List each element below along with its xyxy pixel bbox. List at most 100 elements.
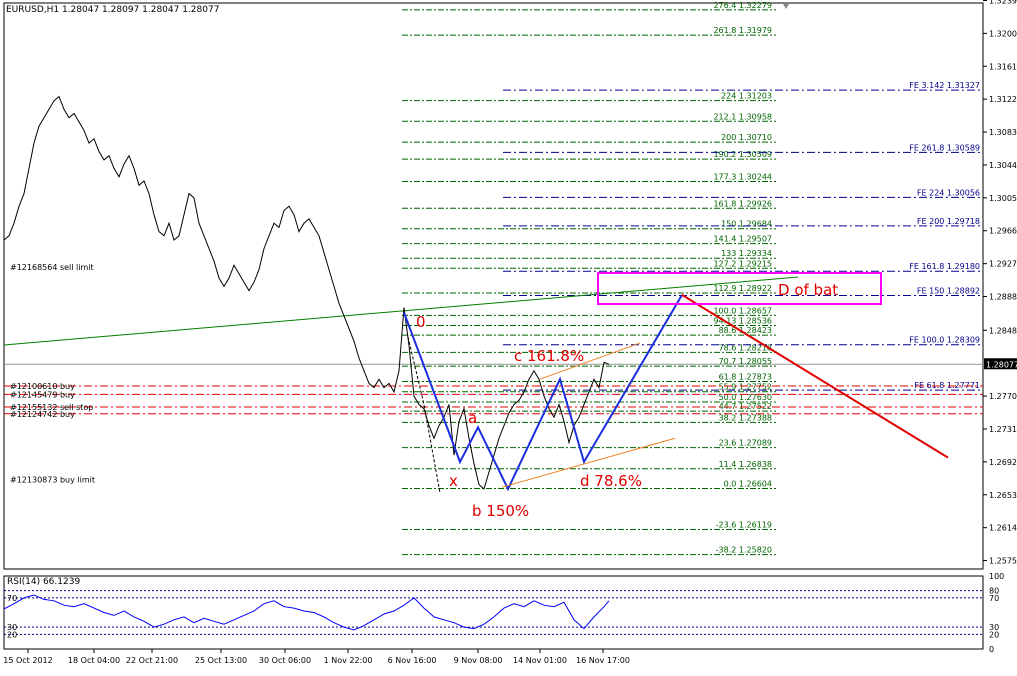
rsi-level-label: 30	[989, 623, 999, 632]
rsi-level-label: 80	[989, 587, 999, 596]
rsi-level-label: 70	[989, 594, 999, 603]
rsi-left-label: 30	[7, 623, 17, 632]
fe-level-label: FE 161.8 1.29180	[909, 262, 980, 271]
fib-level-label: 177.3 1.30244	[713, 172, 772, 181]
fe-level-label: FE 261.8 1.30589	[909, 143, 980, 152]
rsi-left-label: 20	[7, 630, 17, 639]
order-label: #12145479 buy	[10, 390, 75, 399]
fib-level-label: 61.8 1.27873	[719, 372, 772, 381]
fib-level-label: 212.1 1.30958	[713, 112, 772, 121]
pattern-point-label: x	[449, 472, 458, 490]
fe-level-label: FE 61.8 1.27771	[914, 381, 980, 390]
x-tick-label: 22 Oct 21:00	[126, 656, 178, 665]
rsi-level-label: 0	[989, 645, 994, 654]
y-tick-label: 1.30830	[989, 128, 1017, 137]
channel-lower-line	[501, 437, 676, 488]
x-tick-label: 25 Oct 13:00	[195, 656, 247, 665]
fib-level-label: 133 1.29334	[721, 249, 772, 258]
d-zone-box	[597, 272, 882, 305]
y-tick-label: 1.29660	[989, 227, 1017, 236]
y-tick-label: 1.32000	[989, 29, 1017, 38]
fib-level-label: 190.2 1.30509	[713, 150, 772, 159]
fib-level-label: 94.13 1.28536	[713, 317, 772, 326]
y-tick-label: 1.27310	[989, 425, 1017, 434]
x-tick-label: 6 Nov 16:00	[388, 656, 437, 665]
fe-level-label: FE 150 1.28892	[917, 287, 980, 296]
rsi-series-line	[3, 594, 610, 631]
fib-level-label: -23.6 1.26119	[716, 520, 772, 529]
bat-pattern-line	[403, 294, 683, 492]
rsi-left-label: 70	[7, 594, 17, 603]
x-tick-label: 30 Oct 06:00	[259, 656, 311, 665]
channel-upper-line	[539, 342, 641, 380]
fib-level-label: 70.7 1.28055	[719, 357, 772, 366]
pattern-point-label: d 78.6%	[580, 472, 642, 490]
fib-level-label: 78.6 1.28218	[719, 343, 772, 352]
fe-level-label: FE 200 1.29718	[917, 217, 980, 226]
order-label: #12168564 sell limit	[10, 263, 94, 272]
y-tick-label: 1.29270	[989, 260, 1017, 269]
fib-level-label: 50.0 1.27630	[719, 393, 772, 402]
x-tick-label: 1 Nov 22:00	[324, 656, 373, 665]
pattern-point-label: c 161.8%	[514, 347, 584, 365]
order-label: #12130873 buy limit	[10, 476, 95, 485]
fib-level-label: 261.8 1.31979	[713, 26, 772, 35]
y-tick-label: 1.26530	[989, 491, 1017, 500]
y-tick-label: 1.26920	[989, 458, 1017, 467]
pattern-point-label: a	[468, 409, 477, 427]
order-label: #12155132 sell stop	[10, 403, 93, 412]
fib-level-label: 161.8 1.29926	[713, 199, 772, 208]
fib-level-label: 200 1.30710	[721, 133, 772, 142]
x-tick-label: 15 Oct 2012	[3, 656, 52, 665]
y-tick-label: 1.31220	[989, 95, 1017, 104]
fib-level-label: 100.0 1.28657	[713, 306, 772, 315]
fib-level-label: 11.4 1.26838	[719, 460, 772, 469]
y-tick-label: 1.31610	[989, 62, 1017, 71]
pattern-point-label: b 150%	[472, 502, 529, 520]
x-tick-label: 9 Nov 08:00	[454, 656, 503, 665]
y-tick-label: 1.26140	[989, 524, 1017, 533]
fib-level-label: 127.2 1.29215	[713, 259, 772, 268]
fib-level-label: 88.6 1.28423	[719, 326, 772, 335]
x-tick-label: 18 Oct 04:00	[68, 656, 120, 665]
y-tick-label: 1.30440	[989, 161, 1017, 170]
rsi-level-label: 20	[989, 630, 999, 639]
fe-level-label: FE 224 1.30056	[917, 188, 980, 197]
order-label: #12124742 buy	[10, 410, 75, 419]
x-tick-label: 14 Nov 01:00	[513, 656, 567, 665]
current-price-tag	[984, 358, 1017, 370]
chart-title: EURUSD,H1 1.28047 1.28097 1.28047 1.2807…	[6, 5, 219, 15]
fib-level-label: -38.2 1.25820	[716, 546, 772, 555]
y-tick-label: 1.28880	[989, 293, 1017, 302]
price-series-line	[3, 95, 610, 490]
fib-level-label: 224 1.31203	[721, 92, 772, 101]
y-tick-label: 1.32390	[989, 0, 1017, 5]
rsi-level-label: 100	[989, 572, 1004, 581]
rsi-pane-frame	[3, 575, 984, 650]
order-label: #12100610 buy	[10, 382, 75, 391]
fib-level-label: 23.6 1.27089	[719, 439, 772, 448]
fib-level-label: 38.2 1.27388	[719, 413, 772, 422]
projection-line	[681, 294, 949, 459]
fe-level-label: FE 3.142 1.31327	[909, 81, 980, 90]
pattern-label: D of bat	[778, 281, 838, 299]
fib-level-label: 112.9 1.28922	[713, 284, 772, 293]
trend-line	[3, 276, 799, 346]
rsi-label: RSI(14) 66.1239	[7, 577, 80, 587]
fib-level-label: 55.9 1.27752	[719, 383, 772, 392]
fib-level-label: 141.4 1.29507	[713, 235, 772, 244]
y-tick-label: 1.25750	[989, 557, 1017, 566]
scroll-marker-icon	[783, 4, 789, 9]
current-price-label: 1.28077	[986, 360, 1017, 369]
y-tick-label: 1.27700	[989, 392, 1017, 401]
fib-level-label: 150 1.29684	[721, 220, 772, 229]
fib-level-label: 276.4 1.32279	[713, 1, 772, 10]
fe-level-label: FE 100.0 1.28309	[909, 336, 980, 345]
x-tick-label: 16 Nov 17:00	[576, 656, 630, 665]
y-tick-label: 1.28480	[989, 326, 1017, 335]
y-tick-label: 1.30050	[989, 194, 1017, 203]
fib-level-label: 0.0 1.26604	[724, 480, 772, 489]
